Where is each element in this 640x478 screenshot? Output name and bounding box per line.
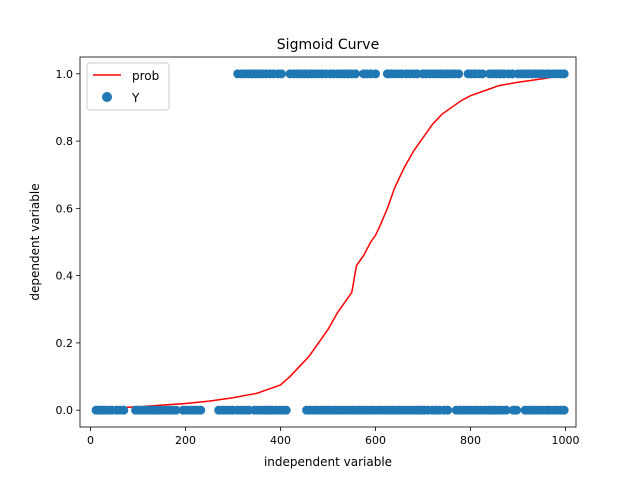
y-scatter-point (501, 405, 511, 415)
x-tick-label: 0 (87, 434, 94, 447)
y-scatter-point (196, 405, 206, 415)
x-axis: 0 200 400 600 800 1000 (87, 427, 580, 447)
x-tick-label: 200 (175, 434, 196, 447)
x-tick-label: 1000 (552, 434, 580, 447)
y-scatter-point (351, 69, 361, 79)
y-tick-label: 0.6 (56, 202, 74, 215)
y-scatter-point (559, 405, 569, 415)
prob-line (95, 74, 564, 410)
x-axis-label: independent variable (264, 455, 392, 469)
y-tick-label: 0.8 (56, 135, 74, 148)
y-scatter-point (171, 405, 181, 415)
y-scatter-point (119, 405, 129, 415)
y-scatter-point (559, 69, 569, 79)
series-layer (91, 69, 569, 415)
legend-label-prob: prob (132, 69, 159, 83)
y-tick-label: 0.2 (56, 337, 74, 350)
y-scatter-point (443, 405, 453, 415)
y-axis: 0.0 0.2 0.4 0.6 0.8 1.0 (56, 68, 80, 417)
legend-marker-swatch (102, 92, 112, 102)
legend-label-y: Y (131, 91, 140, 105)
y-scatter-point (281, 405, 291, 415)
y-axis-label: dependent variable (28, 183, 42, 300)
legend: prob Y (86, 62, 170, 111)
y-tick-label: 1.0 (56, 68, 74, 81)
y-scatter-point (477, 69, 487, 79)
x-tick-label: 600 (365, 434, 386, 447)
y-scatter-point (454, 69, 464, 79)
y-tick-label: 0.4 (56, 270, 74, 283)
chart-title: Sigmoid Curve (277, 37, 379, 53)
y-scatter-point (512, 405, 522, 415)
plot-frame (79, 56, 577, 428)
y-scatter-point (371, 69, 381, 79)
x-tick-label: 400 (270, 434, 291, 447)
y-tick-label: 0.0 (56, 404, 74, 417)
y-scatter-point (276, 69, 286, 79)
x-tick-label: 800 (460, 434, 481, 447)
